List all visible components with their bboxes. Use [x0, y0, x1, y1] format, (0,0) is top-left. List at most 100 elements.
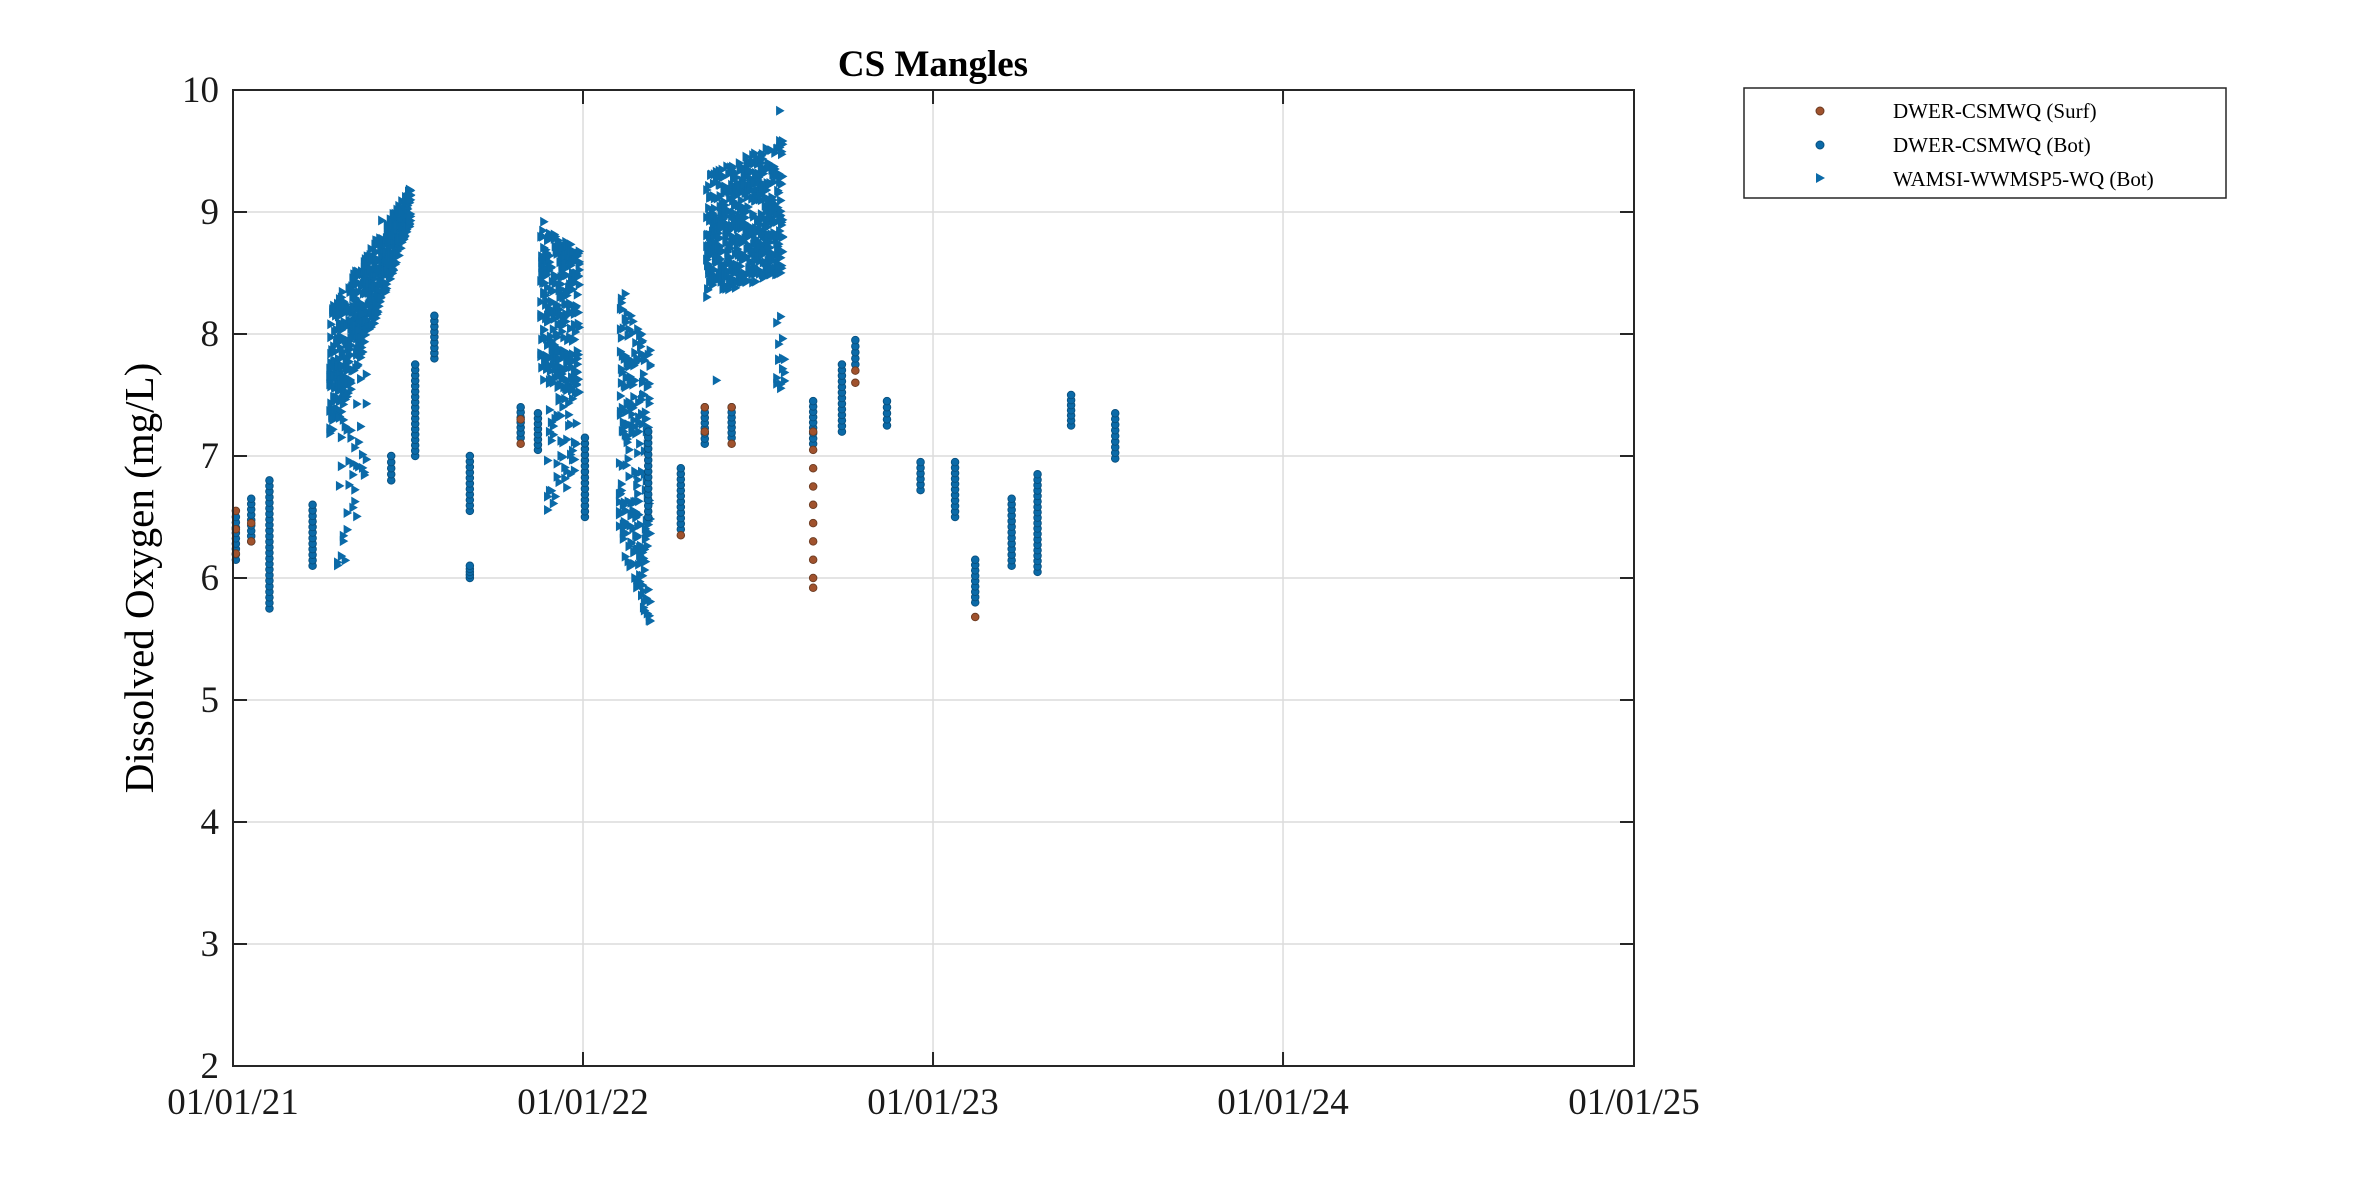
wamsi-bot-point	[725, 205, 734, 216]
dwer-surf-point	[808, 500, 818, 510]
dwer-bot-point	[265, 476, 274, 485]
wamsi-bot-point	[616, 391, 626, 402]
wamsi-bot-point	[575, 279, 585, 290]
wamsi-bot-point	[635, 426, 644, 437]
wamsi-bot-point	[341, 555, 351, 566]
wamsi-bot-point	[624, 454, 634, 465]
wamsi-bot-point	[548, 297, 558, 308]
wamsi-bot-point	[377, 292, 386, 303]
wamsi-bot-point	[555, 392, 565, 403]
wamsi-bot-point	[575, 256, 585, 267]
wamsi-bot-point	[573, 367, 583, 378]
wamsi-bot-point	[710, 210, 720, 221]
wamsi-bot-point	[546, 365, 556, 376]
dwer-surf-point	[246, 518, 256, 528]
wamsi-bot-point	[567, 419, 576, 430]
dwer-bot-point	[916, 457, 925, 467]
wamsi-bot-point	[635, 509, 644, 520]
wamsi-bot-point	[642, 413, 652, 424]
wamsi-bot-point	[537, 312, 546, 323]
wamsi-bot-point	[563, 482, 572, 493]
wamsi-bot-point	[773, 372, 782, 383]
wamsi-bot-point	[619, 323, 629, 334]
dwer-bot-point	[580, 433, 590, 442]
wamsi-bot-point	[742, 251, 752, 262]
wamsi-bot-point	[630, 558, 639, 569]
dwer-bot-point	[882, 396, 892, 406]
wamsi-bot-point	[574, 374, 584, 385]
wamsi-bot-point	[551, 491, 561, 502]
wamsi-bot-point	[358, 308, 368, 319]
wamsi-bot-point	[549, 429, 559, 440]
wamsi-bot-point	[778, 246, 788, 257]
wamsi-bot-point	[705, 180, 714, 191]
wamsi-bot-point	[358, 347, 368, 358]
wamsi-bot-point	[343, 524, 353, 535]
wamsi-bot-point	[355, 325, 364, 336]
wamsi-bot-point	[634, 474, 643, 485]
dwer-bot-point	[837, 360, 847, 369]
wamsi-bot-point	[327, 319, 336, 330]
wamsi-bot-point	[545, 250, 555, 261]
wamsi-bot-point	[553, 458, 563, 469]
dwer-bot-point	[1033, 470, 1042, 479]
wamsi-bot-point	[549, 324, 559, 335]
wamsi-bot-point	[754, 168, 764, 179]
wamsi-bot-point	[550, 339, 560, 350]
dwer-bot-point	[465, 561, 475, 571]
wamsi-bot-point	[544, 455, 553, 466]
wamsi-bot-point	[634, 530, 643, 541]
legend-marker-bot	[1815, 140, 1825, 150]
dwer-surf-point	[727, 439, 736, 449]
wamsi-bot-point	[646, 528, 656, 539]
wamsi-bot-point	[776, 105, 785, 116]
wamsi-bot-point	[329, 424, 338, 435]
wamsi-bot-point	[345, 363, 355, 374]
wamsi-bot-point	[543, 295, 552, 306]
wamsi-bot-point	[617, 478, 627, 489]
wamsi-bot-point	[712, 375, 722, 386]
wamsi-bot-point	[573, 359, 583, 370]
wamsi-bot-point	[540, 325, 549, 336]
dwer-surf-point	[808, 518, 818, 528]
wamsi-bot-point	[568, 393, 578, 404]
wamsi-bot-point	[544, 504, 553, 515]
wamsi-bot-point	[718, 259, 728, 270]
y-tick-label: 2	[201, 1046, 220, 1087]
wamsi-bot-point	[625, 471, 635, 482]
wamsi-bot-point	[575, 246, 585, 257]
wamsi-bot-point	[777, 206, 786, 217]
legend-marker-surf	[1815, 106, 1825, 116]
wamsi-bot-point	[557, 279, 566, 290]
y-tick-label: 3	[201, 924, 220, 965]
dwer-bot-point	[410, 360, 420, 369]
wamsi-bot-point	[721, 200, 730, 211]
wamsi-bot-point	[778, 149, 787, 160]
wamsi-bot-point	[761, 192, 771, 203]
wamsi-bot-point	[629, 523, 638, 534]
wamsi-bot-point	[747, 256, 756, 267]
wamsi-bot-point	[621, 382, 631, 393]
dwer-bot-point	[308, 500, 317, 510]
wamsi-bot-point	[332, 346, 341, 357]
wamsi-bot-point	[629, 327, 638, 338]
wamsi-bot-point	[635, 496, 644, 507]
wamsi-bot-point	[547, 485, 557, 496]
wamsi-bot-point	[619, 533, 629, 544]
legend-box	[1743, 87, 2227, 199]
wamsi-bot-point	[621, 288, 631, 299]
wamsi-bot-point	[775, 187, 784, 198]
wamsi-bot-point	[778, 231, 788, 242]
x-tick-label: 01/01/22	[517, 1082, 649, 1123]
wamsi-bot-point	[347, 432, 356, 443]
wamsi-bot-point	[712, 173, 722, 184]
wamsi-bot-point	[559, 363, 568, 374]
wamsi-bot-point	[568, 445, 578, 456]
wamsi-bot-point	[573, 289, 583, 300]
wamsi-bot-point	[638, 335, 648, 346]
wamsi-bot-point	[705, 202, 714, 213]
wamsi-bot-point	[748, 228, 757, 239]
wamsi-bot-point	[540, 374, 549, 385]
wamsi-bot-point	[354, 359, 363, 370]
wamsi-bot-point	[618, 367, 628, 378]
